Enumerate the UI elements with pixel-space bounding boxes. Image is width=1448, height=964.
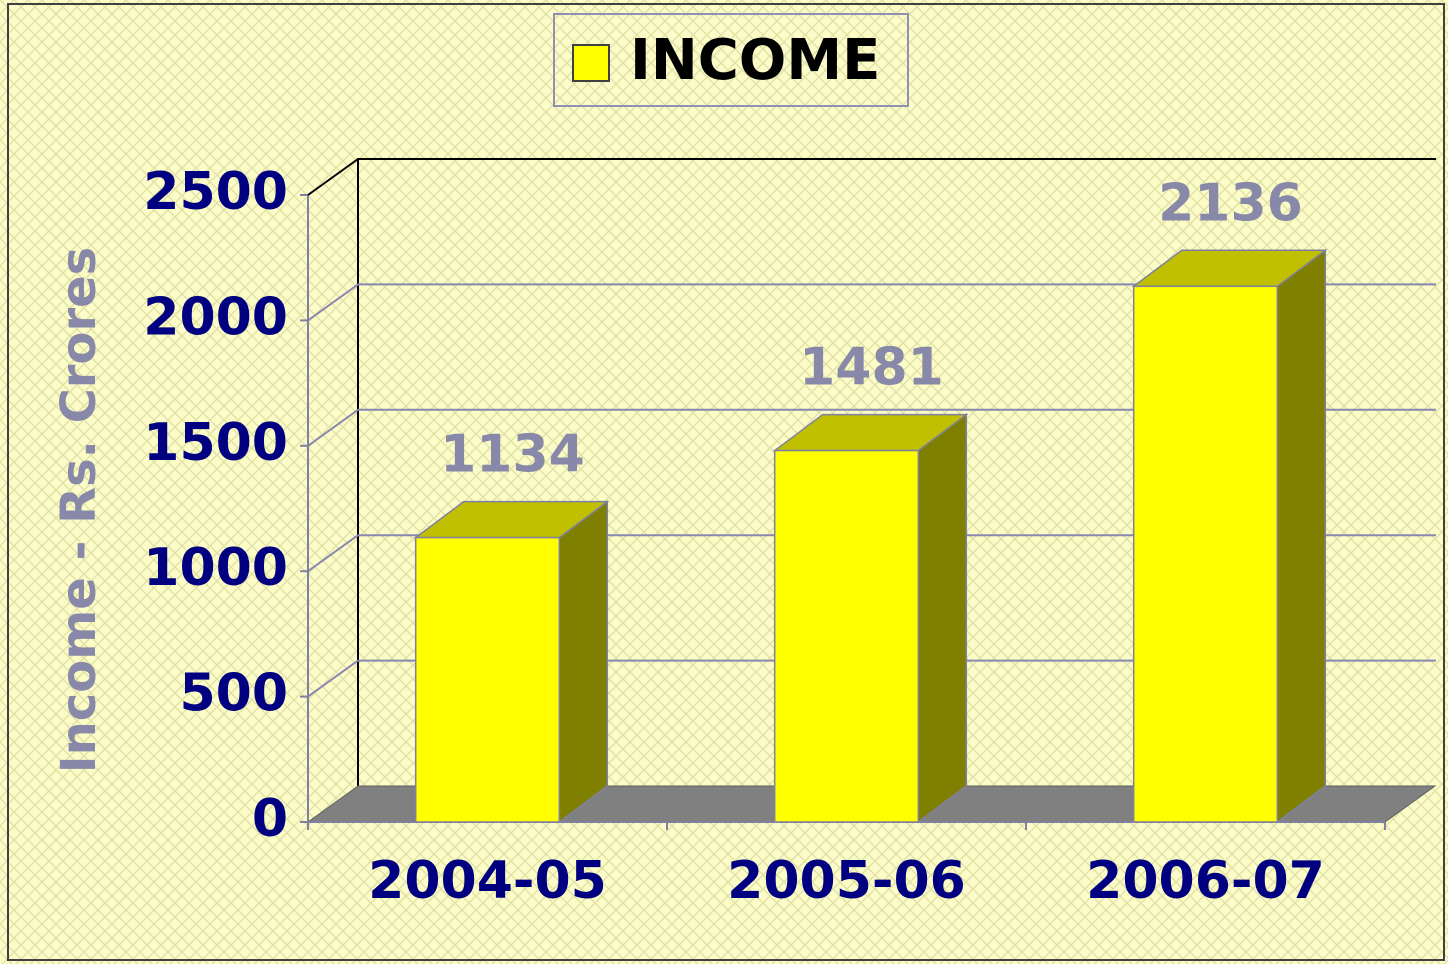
value-label: 2136 [1158, 173, 1303, 233]
y-tick-label: 1000 [143, 538, 288, 598]
y-axis-label: Income - Rs. Crores [51, 247, 107, 774]
grid-line-side [307, 534, 359, 573]
grid-line-side [307, 659, 359, 698]
x-tick-label: 2004-05 [368, 851, 607, 911]
bar [1132, 285, 1279, 823]
x-tick-label: 2005-06 [727, 851, 966, 911]
value-label: 1481 [799, 338, 944, 398]
y-tick-label: 0 [252, 789, 288, 849]
bar-side [917, 413, 968, 824]
value-label: 1134 [440, 425, 585, 485]
bar-side [558, 500, 609, 824]
frame [7, 3, 1445, 961]
bar [773, 449, 920, 823]
grid-line-side [307, 408, 359, 447]
y-tick-label: 2000 [143, 287, 288, 347]
y-tick-label: 2500 [143, 162, 288, 222]
bar [414, 536, 561, 823]
y-tick-label: 500 [179, 664, 288, 724]
grid-line-side [307, 283, 359, 322]
y-axis-top [307, 158, 359, 196]
legend-label: INCOME [630, 28, 880, 93]
bar-side [1276, 248, 1327, 824]
legend-swatch [572, 44, 610, 82]
y-tick-label: 1500 [143, 413, 288, 473]
legend [553, 13, 909, 107]
x-tick-label: 2006-07 [1086, 851, 1325, 911]
